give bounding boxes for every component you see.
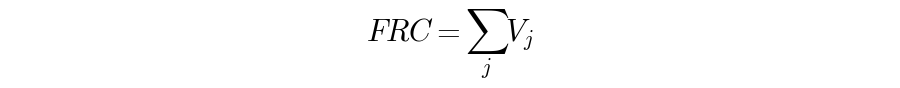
Text: $FRC = \sum_{j} V_j$: $FRC = \sum_{j} V_j$ bbox=[365, 7, 535, 81]
